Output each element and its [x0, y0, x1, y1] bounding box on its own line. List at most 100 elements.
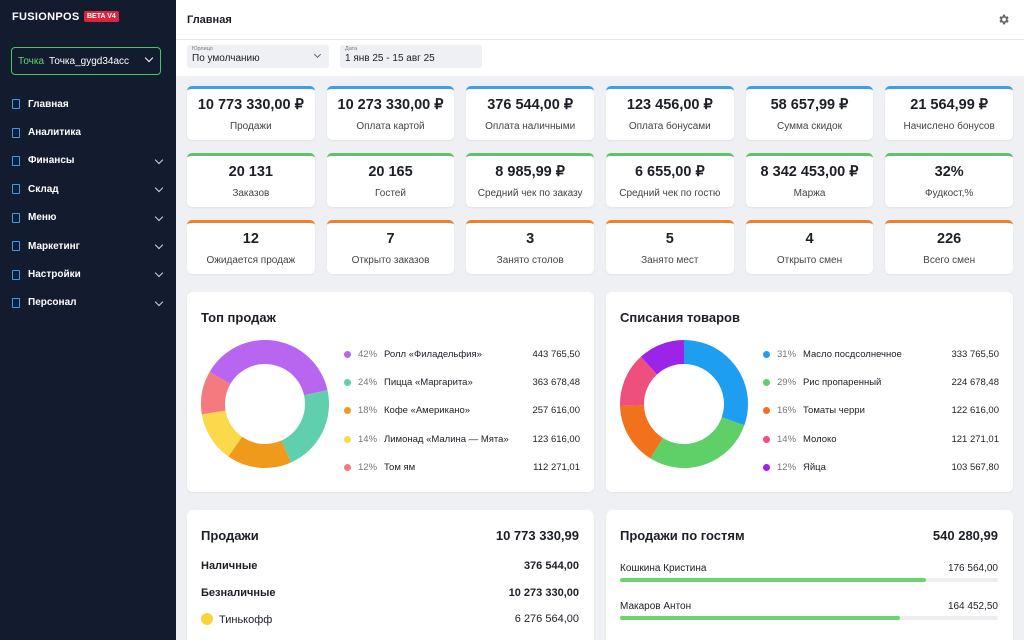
menu-item[interactable]: Персонал	[0, 289, 176, 317]
chevron	[154, 297, 164, 306]
legend-percent: 24%	[358, 376, 378, 388]
kpi-value: 21 564,99 ₽	[910, 97, 989, 113]
point-selector[interactable]: Точка Точка_gygd34acc	[11, 47, 161, 75]
legend-dot	[344, 378, 351, 386]
legend-name: Томаты черри	[803, 405, 865, 417]
point-value: Точка_gygd34acc	[49, 55, 130, 67]
entity-select[interactable]: Юрлицо По умолчанию	[187, 45, 329, 68]
guest-name: Макаров Антон	[620, 601, 692, 612]
sales-label: Тинькофф	[219, 614, 273, 626]
menu-icon	[12, 212, 20, 223]
menu-icon	[12, 184, 20, 195]
legend-dot	[344, 407, 351, 415]
menu-icon	[12, 297, 20, 308]
chevron	[154, 240, 164, 250]
legend-amount: 122 616,00	[951, 405, 999, 417]
legend-name: Пицца «Маргарита»	[384, 376, 473, 388]
legend-row: 24% Пицца «Маргарита» 363 678,48	[344, 375, 580, 389]
field-label: Юрлицо	[192, 46, 213, 52]
sidebar: FUSIONPOS BETA V4 Точка Точка_gygd34acc …	[0, 0, 176, 640]
menu-item[interactable]: Меню	[0, 204, 176, 232]
menu-item[interactable]: Настройки	[0, 260, 176, 288]
kpi-row: 20 131 Заказов 20 165 Гостей 8 985,99 ₽ Средн…	[187, 153, 1013, 207]
panel-title: Топ продаж	[201, 310, 276, 325]
kpi-value: 20 165	[368, 164, 413, 180]
donut-slice	[201, 372, 231, 415]
legend-row: 14% Лимонад «Малина — Мята» 123 616,00	[344, 432, 580, 446]
kpi-card: 20 131 Заказов	[187, 153, 315, 207]
legend-row: 14% Молоко 121 271,01	[763, 432, 999, 446]
legend-dot	[763, 407, 770, 415]
kpi-value: 8 342 453,00 ₽	[760, 164, 859, 180]
legend-name: Ролл «Филадельфия»	[384, 348, 482, 360]
legend-row: 12% Яйца 103 567,80	[763, 461, 999, 475]
legend-dot	[763, 350, 770, 358]
menu-item[interactable]: Главная	[0, 90, 176, 118]
kpi-label: Открыто заказов	[351, 255, 430, 266]
kpi-card: 123 456,00 ₽ Оплата бонусами	[605, 86, 734, 140]
kpi-label: Начислено бонусов	[903, 121, 995, 132]
legend-percent: 14%	[777, 433, 797, 445]
panel-total: 540 280,99	[932, 528, 998, 543]
legend-name: Рис пропаренный	[803, 376, 882, 388]
donut-slice	[640, 340, 684, 375]
guest-row: Кошкина Кристина 176 564,00	[620, 563, 998, 582]
legend-dot	[344, 435, 351, 443]
writeoffs-panel: Списания товаров 31% Масло посдсолнечное 33…	[606, 292, 1013, 492]
kpi-row: 10 773 330,00 ₽ Продажи 10 273 330,00 ₽ Опл…	[187, 86, 1013, 140]
legend-amount: 333 765,50	[951, 348, 999, 360]
kpi-card: 32% Фудкост,%	[885, 153, 1013, 207]
menu-label: Маркетинг	[28, 240, 80, 252]
kpi-value: 3	[526, 231, 535, 247]
chevron	[154, 212, 164, 221]
point-label: Точка	[18, 55, 45, 67]
kpi-value: 20 131	[228, 164, 273, 180]
menu-item[interactable]: Аналитика	[0, 118, 176, 146]
legend-name: Кофе «Американо»	[384, 405, 471, 417]
kpi-row: 12 Ожидается продаж 7 Открыто заказов 3 Занят…	[187, 220, 1013, 274]
kpi-label: Гостей	[375, 188, 406, 199]
kpi-label: Оплата картой	[356, 121, 425, 132]
settings-icon[interactable]	[997, 13, 1010, 26]
legend-dot	[763, 435, 770, 443]
kpi-label: Оплата наличными	[485, 121, 576, 132]
donut-chart	[201, 340, 329, 468]
sales-panel: Продажи 10 773 330,99 Наличные 376 544,00 Бе…	[187, 510, 594, 640]
kpi-value: 58 657,99 ₽	[770, 97, 849, 113]
menu-item[interactable]: Маркетинг	[0, 232, 176, 260]
sales-value: 376 544,00	[523, 560, 579, 572]
kpi-card: 7 Открыто заказов	[326, 220, 455, 274]
legend-name: Молоко	[803, 433, 837, 445]
menu-item[interactable]: Финансы	[0, 147, 176, 175]
field-value: По умолчанию	[192, 53, 260, 64]
guest-name: Кошкина Кристина	[620, 563, 707, 574]
kpi-card: 12 Ожидается продаж	[187, 220, 315, 274]
kpi-label: Средний чек по гостю	[619, 188, 721, 199]
legend-row: 12% Том ям 112 271,01	[344, 461, 580, 475]
donut-slice	[650, 417, 745, 468]
kpi-card: 4 Открыто смен	[745, 220, 874, 274]
panel-title: Продажи	[201, 528, 259, 543]
kpi-value: 123 456,00 ₽	[626, 97, 713, 113]
legend-name: Том ям	[384, 462, 416, 474]
menu-label: Меню	[28, 212, 57, 224]
kpi-label: Занято столов	[496, 255, 564, 266]
legend-dot	[763, 378, 770, 386]
legend-row: 31% Масло посдсолнечное 333 765,50	[763, 347, 999, 361]
menu-item[interactable]: Склад	[0, 175, 176, 203]
donut-slice	[281, 390, 329, 463]
legend-name: Яйца	[803, 462, 826, 474]
donut-slice	[620, 356, 658, 406]
menu-label: Персонал	[28, 297, 77, 309]
kpi-label: Всего смен	[923, 255, 976, 266]
kpi-card: 3 Занято столов	[466, 220, 594, 274]
legend-amount: 112 271,01	[533, 462, 580, 474]
kpi-label: Маржа	[793, 188, 826, 199]
legend-amount: 224 678,48	[951, 376, 999, 388]
date-select[interactable]: Дата 1 янв 25 - 15 авг 25	[340, 45, 482, 68]
legend-dot	[344, 464, 351, 472]
kpi-card: 10 773 330,00 ₽ Продажи	[187, 86, 315, 140]
kpi-value: 12	[242, 231, 259, 247]
sales-label: Наличные	[201, 560, 258, 572]
